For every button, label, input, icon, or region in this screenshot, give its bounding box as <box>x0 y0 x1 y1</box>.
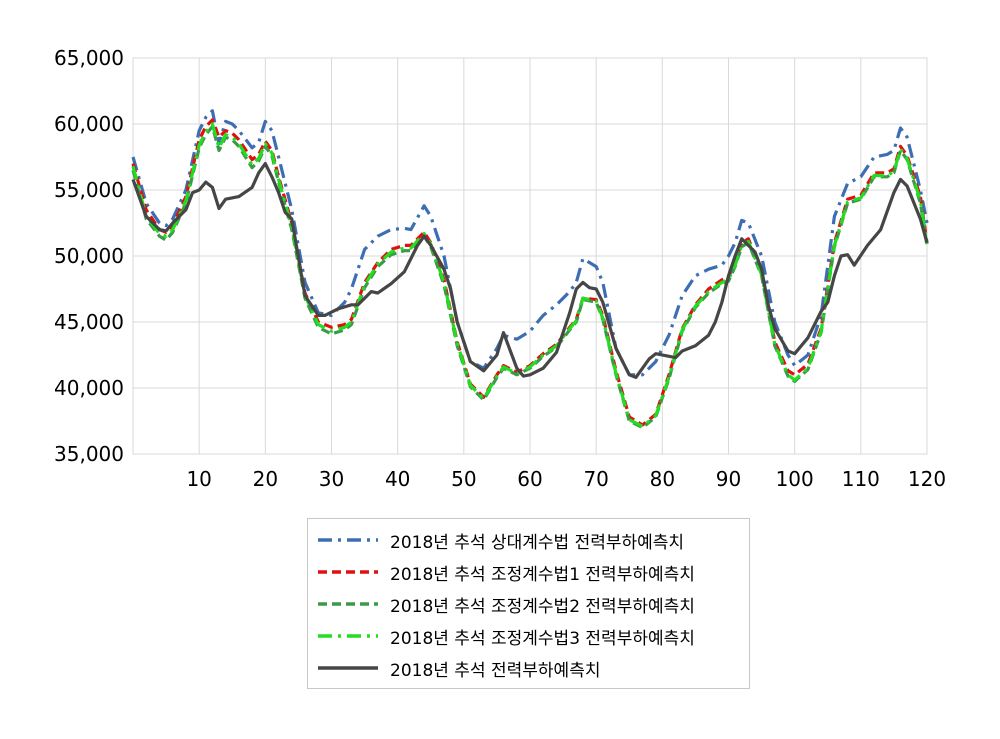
legend: 2018년 추석 상대계수법 전력부하예측치 2018년 추석 조정계수법1 전… <box>307 518 750 689</box>
y-tick-label: 40,000 <box>54 376 124 400</box>
y-tick-label: 35,000 <box>54 442 124 466</box>
legend-item: 2018년 추석 조정계수법3 전력부하예측치 <box>316 621 695 651</box>
x-tick-label: 80 <box>650 467 675 491</box>
legend-swatch <box>318 602 378 606</box>
x-axis-ticks: 10 20 30 40 50 60 70 80 90 100 110 120 <box>186 467 946 491</box>
legend-swatch <box>318 634 378 638</box>
x-tick-label: 40 <box>385 467 410 491</box>
x-tick-label: 20 <box>253 467 278 491</box>
x-tick-label: 90 <box>716 467 741 491</box>
series-line-2 <box>131 118 929 427</box>
x-tick-label: 100 <box>776 467 814 491</box>
series-line-4 <box>131 122 929 428</box>
legend-label: 2018년 추석 상대계수법 전력부하예측치 <box>390 532 685 553</box>
x-tick-label: 70 <box>583 467 608 491</box>
y-axis-ticks: 35,000 40,000 45,000 50,000 55,000 60,000 65,0… <box>54 46 124 466</box>
legend-label: 2018년 추석 전력부하예측치 <box>390 660 601 681</box>
y-tick-label: 50,000 <box>54 244 124 268</box>
series-line-1 <box>131 109 929 377</box>
legend-label: 2018년 추석 조정계수법1 전력부하예측치 <box>390 564 695 585</box>
legend-item: 2018년 추석 전력부하예측치 <box>316 653 600 683</box>
series-line-5 <box>131 162 929 379</box>
y-tick-label: 65,000 <box>54 46 124 70</box>
x-tick-label: 10 <box>186 467 211 491</box>
legend-swatch <box>318 538 378 542</box>
legend-swatch <box>318 666 378 670</box>
series-layer <box>131 109 929 430</box>
x-tick-label: 120 <box>908 467 946 491</box>
legend-label: 2018년 추석 조정계수법3 전력부하예측치 <box>390 628 695 649</box>
x-tick-label: 30 <box>319 467 344 491</box>
legend-label: 2018년 추석 조정계수법2 전력부하예측치 <box>390 596 695 617</box>
line-chart: 35,000 40,000 45,000 50,000 55,000 60,000 65,0… <box>54 46 946 491</box>
x-tick-label: 110 <box>842 467 880 491</box>
y-tick-label: 60,000 <box>54 112 124 136</box>
plot-area-border <box>132 57 928 455</box>
y-tick-label: 55,000 <box>54 178 124 202</box>
y-tick-label: 45,000 <box>54 310 124 334</box>
legend-swatch <box>318 570 378 574</box>
legend-item: 2018년 추석 상대계수법 전력부하예측치 <box>316 525 684 555</box>
legend-item: 2018년 추석 조정계수법1 전력부하예측치 <box>316 557 695 587</box>
x-tick-label: 60 <box>517 467 542 491</box>
grid-lines <box>133 57 928 455</box>
x-tick-label: 50 <box>451 467 476 491</box>
legend-item: 2018년 추석 조정계수법2 전력부하예측치 <box>316 589 695 619</box>
